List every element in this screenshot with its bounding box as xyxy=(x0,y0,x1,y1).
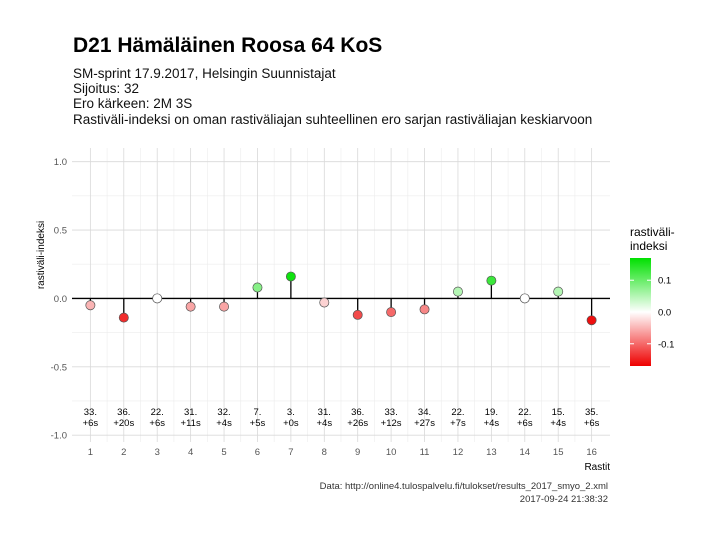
y-tick-label: -0.5 xyxy=(51,362,67,373)
data-point xyxy=(486,275,497,286)
time-diff-label: +6s xyxy=(83,418,99,429)
data-point xyxy=(118,312,129,323)
rank-label: 32. xyxy=(217,407,230,418)
legend-tick-label: 0.0 xyxy=(658,308,671,319)
time-diff-label: +6s xyxy=(517,418,533,429)
time-diff-label: +4s xyxy=(484,418,500,429)
rank-label: 22. xyxy=(518,407,531,418)
x-axis-title: Rastit xyxy=(584,462,610,473)
rank-label: 7. xyxy=(253,407,261,418)
rank-label: 22. xyxy=(151,407,164,418)
subtitle-description: Rastiväli-indeksi on oman rastiväliajan … xyxy=(73,112,593,127)
y-tick-label: 0.5 xyxy=(54,226,67,237)
legend-title-line: rastiväli- xyxy=(630,225,675,239)
legend-colorbar xyxy=(630,258,651,366)
subtitle-rank: Sijoitus: 32 xyxy=(73,81,140,96)
time-diff-label: +7s xyxy=(450,418,466,429)
legend-tick-label: -0.1 xyxy=(658,339,674,350)
data-point xyxy=(219,301,229,312)
rank-label: 19. xyxy=(485,407,498,418)
x-tick-label: 10 xyxy=(386,447,397,458)
time-diff-label: +26s xyxy=(347,418,368,429)
y-axis-title: rastiväli-indeksi xyxy=(36,221,47,289)
time-diff-label: +11s xyxy=(181,418,201,429)
data-source: Data: http://online4.tulospalvelu.fi/tul… xyxy=(319,481,608,492)
data-point xyxy=(252,282,263,293)
x-tick-label: 12 xyxy=(453,447,464,458)
rank-label: 36. xyxy=(117,407,130,418)
timestamp: 2017-09-24 21:38:32 xyxy=(519,494,608,505)
rank-label: 22. xyxy=(451,407,464,418)
x-tick-label: 3 xyxy=(155,447,160,458)
time-diff-label: +12s xyxy=(381,418,402,429)
x-tick-label: 4 xyxy=(188,447,193,458)
x-tick-label: 9 xyxy=(355,447,360,458)
rank-label: 3. xyxy=(287,407,295,418)
rank-label: 31. xyxy=(318,407,331,418)
data-point xyxy=(85,300,96,311)
time-diff-label: +6s xyxy=(584,418,600,429)
data-point xyxy=(553,286,564,297)
x-tick-label: 14 xyxy=(519,447,530,458)
data-point xyxy=(586,315,597,326)
legend-tick-label: 0.1 xyxy=(658,276,671,287)
x-tick-label: 1 xyxy=(88,447,93,458)
x-tick-label: 16 xyxy=(586,447,597,458)
y-tick-label: -1.0 xyxy=(51,431,67,442)
time-diff-label: +27s xyxy=(414,418,435,429)
x-tick-label: 15 xyxy=(553,447,564,458)
subtitle-event: SM-sprint 17.9.2017, Helsingin Suunnista… xyxy=(73,66,336,81)
data-point xyxy=(319,297,330,308)
y-tick-label: 0.0 xyxy=(54,294,67,305)
rank-label: 33. xyxy=(84,407,97,418)
data-point xyxy=(519,293,530,304)
time-diff-label: +0s xyxy=(283,418,299,429)
data-point xyxy=(285,271,296,282)
data-point xyxy=(152,293,163,304)
rank-label: 34. xyxy=(418,407,431,418)
x-tick-label: 7 xyxy=(288,447,293,458)
data-point xyxy=(419,304,430,315)
legend-title-line: indeksi xyxy=(630,239,667,253)
rank-label: 31. xyxy=(184,407,197,418)
data-point xyxy=(453,286,463,297)
time-diff-label: +4s xyxy=(550,418,566,429)
x-tick-label: 2 xyxy=(121,447,126,458)
time-diff-label: +20s xyxy=(113,418,134,429)
x-tick-label: 6 xyxy=(255,447,260,458)
x-tick-label: 11 xyxy=(420,447,430,458)
time-diff-label: +6s xyxy=(149,418,165,429)
data-point xyxy=(352,309,363,320)
rank-label: 15. xyxy=(552,407,565,418)
x-tick-label: 8 xyxy=(322,447,327,458)
time-diff-label: +4s xyxy=(316,418,332,429)
rank-label: 33. xyxy=(385,407,398,418)
data-point xyxy=(185,301,196,312)
subtitle-gap: Ero kärkeen: 2M 3S xyxy=(73,96,193,111)
y-tick-label: 1.0 xyxy=(54,157,67,168)
time-diff-label: +5s xyxy=(250,418,266,429)
chart-title: D21 Hämäläinen Roosa 64 KoS xyxy=(73,34,383,57)
rank-label: 36. xyxy=(351,407,364,418)
x-tick-label: 13 xyxy=(486,447,497,458)
x-tick-label: 5 xyxy=(221,447,226,458)
rank-label: 35. xyxy=(585,407,598,418)
data-point xyxy=(386,307,397,318)
time-diff-label: +4s xyxy=(216,418,232,429)
